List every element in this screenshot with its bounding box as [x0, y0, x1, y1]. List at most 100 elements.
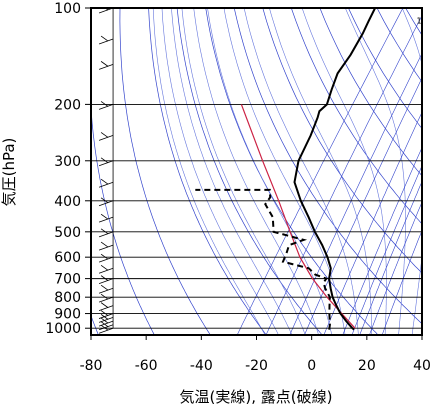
- wind-barb: [98, 278, 114, 284]
- y-tick-label: 1000: [45, 321, 81, 337]
- wind-barb: [98, 200, 114, 207]
- mixing-ratio-line: [323, 111, 422, 335]
- moist-adiabat: [161, 8, 279, 335]
- y-tick-label: 500: [54, 225, 81, 241]
- y-tick-label: 300: [54, 154, 81, 170]
- x-axis-title: 気温(実線), 露点(破線): [180, 388, 333, 406]
- wind-barb: [98, 256, 114, 263]
- wind-barb-flag: [100, 310, 109, 316]
- wind-barb: [98, 160, 114, 167]
- x-tick-label: -80: [80, 358, 103, 374]
- y-tick-label: 600: [54, 250, 81, 266]
- moist-adiabat: [269, 8, 372, 335]
- parcel-curve: [240, 104, 356, 329]
- wind-barb: [98, 305, 114, 311]
- y-axis-title: 気圧(hPa): [0, 138, 18, 207]
- y-tick-label: 700: [54, 272, 81, 288]
- moist-adiabat: [344, 8, 406, 335]
- wind-barb: [98, 267, 114, 274]
- x-tick-label: -20: [245, 358, 268, 374]
- y-tick-label: 900: [54, 307, 81, 323]
- wind-barb: [98, 320, 114, 327]
- wind-barb: [98, 104, 114, 110]
- wind-barb-flag: [100, 157, 109, 164]
- x-tick-label: 20: [358, 358, 376, 374]
- moist-adiabat: [401, 8, 422, 335]
- dry-adiabat: [319, 8, 422, 177]
- wind-barb-flag: [100, 241, 109, 248]
- dry-adiabat: [119, 8, 211, 335]
- dewpoint-line: [195, 188, 331, 330]
- moist-adiabat: [243, 8, 359, 335]
- wind-barb-flag: [100, 275, 109, 281]
- wind-barb: [98, 231, 114, 238]
- x-axis-ticks: -80 -60 -40 -20 0 20 40: [80, 335, 431, 374]
- dry-adiabat: [19, 0, 43, 335]
- wind-barb-flag: [100, 293, 109, 300]
- wind-barb-flag: [100, 284, 109, 291]
- wind-barb-flag: [100, 228, 109, 235]
- wind-barb-flag: [100, 178, 109, 185]
- mixing-ratio-line: [265, 14, 422, 335]
- wind-barb-flag: [100, 197, 109, 204]
- mixing-ratio-line: [236, 8, 404, 335]
- dry-adiabat: [148, 8, 267, 335]
- wind-barb-flag: [100, 253, 109, 260]
- dry-adiabat: [91, 8, 155, 335]
- wind-barb: [98, 38, 114, 45]
- wind-barb: [98, 181, 114, 188]
- mixing-ratio-label: 1: [417, 16, 422, 25]
- moist-adiabat: [181, 8, 306, 335]
- moist-adiabat: [193, 8, 319, 335]
- wind-barb-flag: [100, 213, 109, 220]
- wind-barb-flag: [104, 8, 109, 11]
- dry-adiabat: [176, 8, 323, 335]
- moist-adiabat: [223, 8, 346, 335]
- wind-barb: [98, 64, 114, 70]
- mixing-ratio-line: [369, 201, 422, 335]
- moist-adiabat: [171, 8, 293, 335]
- wind-barb: [98, 327, 114, 334]
- mixing-ratio-line: [359, 180, 422, 335]
- mixing-ratio-labels: 15101520g: [417, 16, 422, 25]
- x-tick-label: -40: [190, 358, 213, 374]
- mixing-ratio-line: [342, 146, 422, 335]
- y-tick-label: 400: [54, 194, 81, 210]
- wind-barb: [98, 324, 114, 331]
- dry-adiabat: [262, 8, 422, 274]
- dry-adiabat: [425, 0, 431, 335]
- mixing-ratio-line: [351, 165, 422, 335]
- wind-barb: [98, 244, 114, 251]
- moist-adiabat: [426, 1, 431, 335]
- x-tick-label: -60: [135, 358, 158, 374]
- wind-barb: [98, 287, 114, 294]
- moist-adiabat: [301, 8, 387, 335]
- wind-barb-flag: [100, 61, 109, 67]
- dry-adiabat: [233, 8, 422, 325]
- temperature-line: [293, 8, 376, 331]
- wind-barb: [98, 216, 114, 223]
- dry-adiabat: [290, 8, 422, 225]
- moist-adiabat: [207, 8, 333, 335]
- sounding-series: [195, 8, 376, 331]
- x-tick-label: 40: [413, 358, 431, 374]
- wind-barb: [98, 135, 114, 141]
- wind-barb-flag: [100, 35, 109, 42]
- wind-barb: [98, 316, 114, 323]
- wind-barb-flag: [100, 264, 109, 271]
- moist-adiabat: [152, 8, 266, 335]
- mixing-ratio-line: [304, 77, 422, 335]
- x-tick-label: 0: [307, 358, 316, 374]
- wind-barb: [98, 296, 114, 303]
- wind-barb-flag: [100, 302, 109, 308]
- y-tick-label: 100: [54, 1, 81, 17]
- mixing-ratio-line: [381, 229, 422, 335]
- wind-barb: [98, 313, 114, 319]
- wind-barb-flag: [100, 101, 109, 107]
- wind-barb-flag: [100, 132, 109, 138]
- y-tick-label: 200: [54, 97, 81, 113]
- pressure-gridlines: [91, 103, 422, 329]
- y-tick-label: 800: [54, 290, 81, 306]
